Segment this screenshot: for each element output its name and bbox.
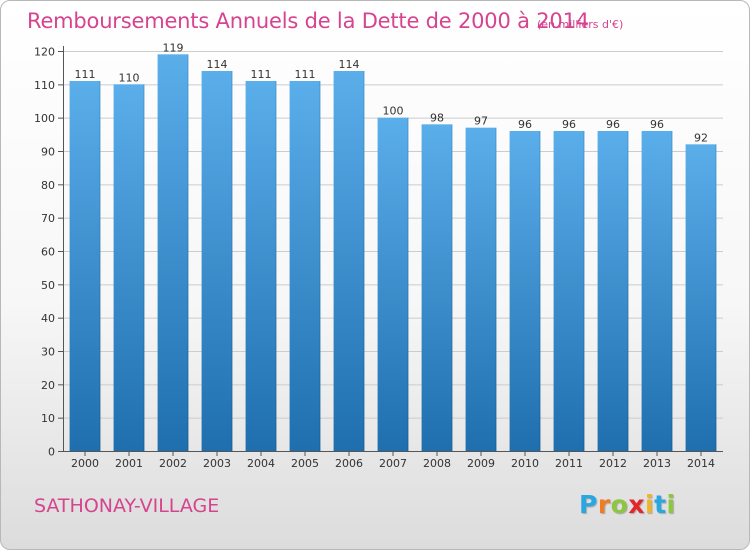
bar-2006 <box>333 71 365 451</box>
bar-2011 <box>553 131 585 451</box>
data-label-2006: 114 <box>339 58 360 71</box>
bar-2008 <box>421 124 453 451</box>
y-tick-label-80: 80 <box>41 179 55 192</box>
logo-letter: i <box>645 490 655 519</box>
x-tick-label-2007: 2007 <box>379 457 407 470</box>
logo-letter: r <box>597 490 611 519</box>
y-tick-label-60: 60 <box>41 246 55 259</box>
axes <box>58 46 723 456</box>
logo-letter: x <box>628 490 645 519</box>
data-label-2009: 97 <box>474 115 488 128</box>
y-tick-label-110: 110 <box>34 79 55 92</box>
bar-2012 <box>597 131 629 451</box>
x-tick-label-2012: 2012 <box>599 457 627 470</box>
data-label-2000: 111 <box>75 68 96 81</box>
y-tick-label-120: 120 <box>34 46 55 59</box>
bar-2001 <box>113 84 145 451</box>
bar-2013 <box>641 131 673 451</box>
data-label-2007: 100 <box>383 105 404 118</box>
x-tick-label-2003: 2003 <box>203 457 231 470</box>
data-label-2002: 119 <box>163 41 184 54</box>
data-label-2013: 96 <box>650 118 664 131</box>
y-tick-label-100: 100 <box>34 112 55 125</box>
x-tick-label-2011: 2011 <box>555 457 583 470</box>
data-label-2011: 96 <box>562 118 576 131</box>
bar-2014 <box>685 144 717 452</box>
bar-2010 <box>509 131 541 451</box>
x-tick-label-2000: 2000 <box>71 457 99 470</box>
bar-2009 <box>465 127 497 452</box>
proxiti-logo[interactable]: Proxiti <box>579 490 676 519</box>
bar-2004 <box>245 81 277 451</box>
bar-2005 <box>289 81 321 451</box>
labels: 0 10 20 30 40 50 60 70 80 90 100 110 120 111 2000 110 20… <box>34 41 715 470</box>
data-label-2004: 111 <box>251 68 272 81</box>
chart-title: Remboursements Annuels de la Dette de 20… <box>27 9 589 33</box>
data-label-2014: 92 <box>694 131 708 144</box>
bar-2002 <box>157 54 189 451</box>
x-tick-label-2001: 2001 <box>115 457 143 470</box>
chart-subtitle: (en milliers d'€) <box>537 18 624 31</box>
y-tick-label-50: 50 <box>41 279 55 292</box>
data-label-2005: 111 <box>295 68 316 81</box>
logo-letter: t <box>654 490 667 519</box>
y-tick-label-30: 30 <box>41 346 55 359</box>
x-tick-label-2014: 2014 <box>687 457 715 470</box>
commune-name: SATHONAY-VILLAGE <box>34 495 220 517</box>
data-label-2010: 96 <box>518 118 532 131</box>
x-tick-label-2004: 2004 <box>247 457 275 470</box>
x-tick-label-2010: 2010 <box>511 457 539 470</box>
y-tick-label-40: 40 <box>41 312 55 325</box>
logo-letter: o <box>610 490 629 519</box>
x-tick-label-2008: 2008 <box>423 457 451 470</box>
x-tick-label-2006: 2006 <box>335 457 363 470</box>
y-tick-label-0: 0 <box>48 446 55 459</box>
data-label-2003: 114 <box>207 58 228 71</box>
data-label-2001: 110 <box>119 71 140 84</box>
x-tick-label-2005: 2005 <box>291 457 319 470</box>
bar-2000 <box>69 81 101 451</box>
bar-2007 <box>377 117 409 452</box>
y-tick-label-70: 70 <box>41 212 55 225</box>
x-tick-label-2013: 2013 <box>643 457 671 470</box>
logo-letter: P <box>579 490 598 519</box>
bar-2003 <box>201 71 233 451</box>
logo-letter: i <box>666 490 676 519</box>
data-label-2008: 98 <box>430 111 444 124</box>
data-label-2012: 96 <box>606 118 620 131</box>
y-tick-label-10: 10 <box>41 412 55 425</box>
y-tick-label-20: 20 <box>41 379 55 392</box>
y-tick-label-90: 90 <box>41 146 55 159</box>
bars <box>69 54 717 452</box>
x-tick-label-2009: 2009 <box>467 457 495 470</box>
x-tick-label-2002: 2002 <box>159 457 187 470</box>
